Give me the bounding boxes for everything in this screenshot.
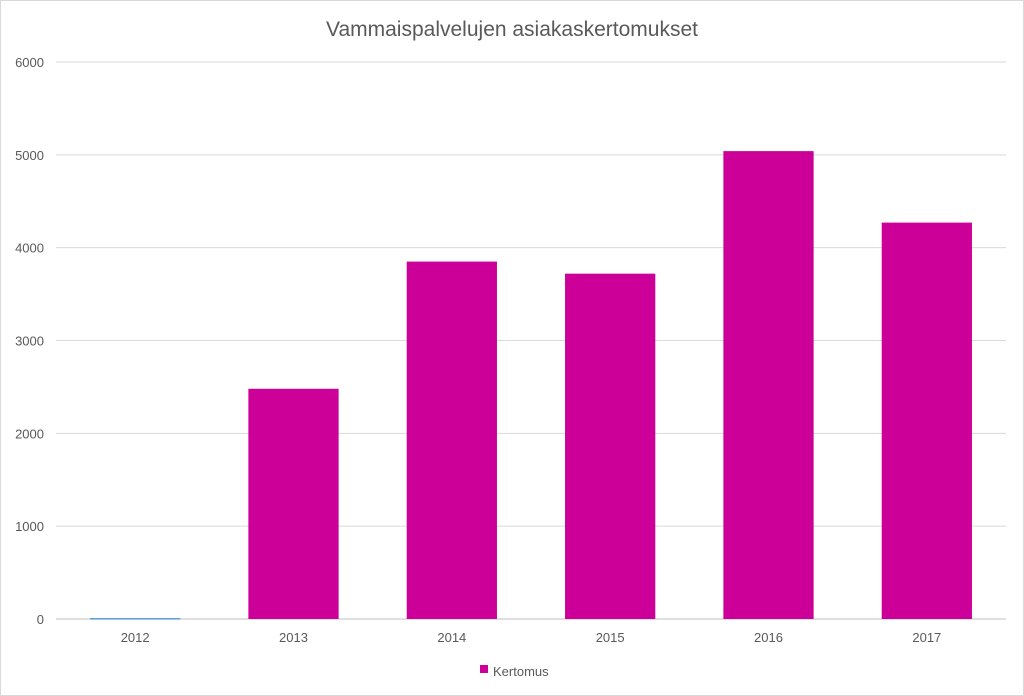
y-tick-label: 4000 xyxy=(15,241,44,256)
bar-2016 xyxy=(723,151,814,619)
y-tick-label: 6000 xyxy=(15,55,44,70)
y-tick-label: 2000 xyxy=(15,426,44,441)
bar-2017 xyxy=(881,222,972,619)
legend-swatch xyxy=(480,665,488,673)
x-axis-ticks: 2012 2013 2014 2015 2016 2017 xyxy=(121,630,942,645)
x-tick-label: 2017 xyxy=(912,630,941,645)
y-tick-label: 0 xyxy=(37,612,44,627)
y-tick-label: 1000 xyxy=(15,519,44,534)
bar-2014 xyxy=(406,261,497,619)
bar-2012 xyxy=(90,618,181,620)
bar-2015 xyxy=(565,273,656,619)
x-tick-label: 2014 xyxy=(437,630,466,645)
x-tick-label: 2016 xyxy=(754,630,783,645)
y-tick-label: 3000 xyxy=(15,334,44,349)
x-tick-label: 2013 xyxy=(279,630,308,645)
x-tick-label: 2012 xyxy=(121,630,150,645)
legend-label: Kertomus xyxy=(493,664,549,679)
bars xyxy=(90,151,972,620)
bar-2013 xyxy=(248,388,339,619)
legend: Kertomus xyxy=(480,664,549,679)
gridlines xyxy=(56,61,1006,620)
y-axis-ticks: 0 1000 2000 3000 4000 5000 6000 xyxy=(15,55,44,627)
y-tick-label: 5000 xyxy=(15,148,44,163)
chart-title: Vammaispalvelujen asiakaskertomukset xyxy=(326,18,698,41)
x-tick-label: 2015 xyxy=(596,630,625,645)
